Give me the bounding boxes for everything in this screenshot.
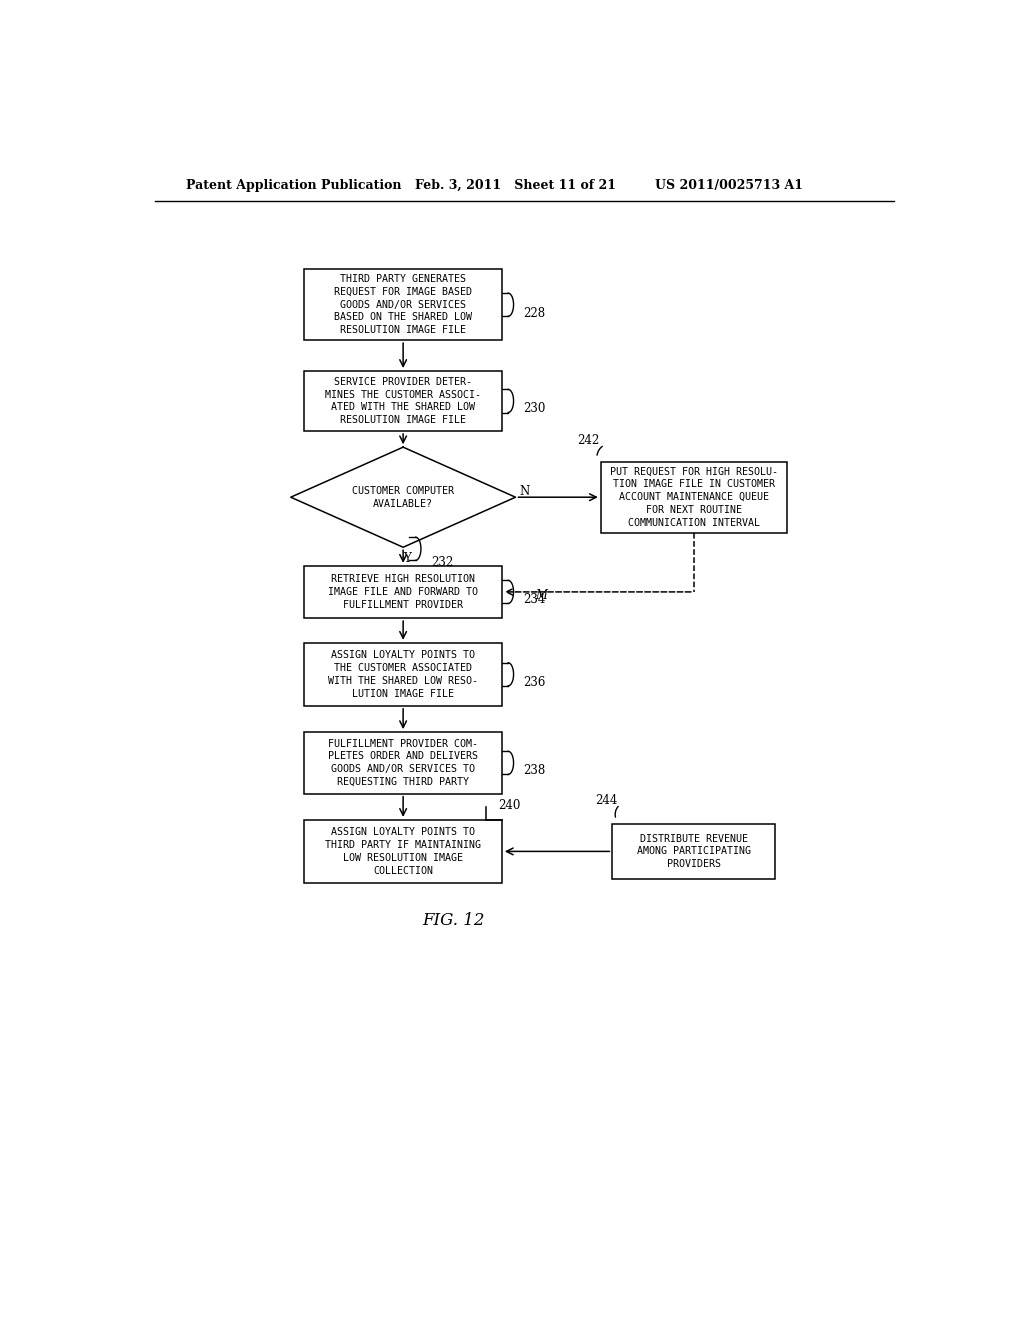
- Text: 228: 228: [523, 308, 546, 321]
- Text: 238: 238: [523, 764, 546, 777]
- Text: PUT REQUEST FOR HIGH RESOLU-
TION IMAGE FILE IN CUSTOMER
ACCOUNT MAINTENANCE QUE: PUT REQUEST FOR HIGH RESOLU- TION IMAGE …: [609, 466, 778, 528]
- Text: N: N: [519, 484, 530, 498]
- Bar: [304, 820, 502, 883]
- Text: Feb. 3, 2011   Sheet 11 of 21: Feb. 3, 2011 Sheet 11 of 21: [415, 178, 615, 191]
- Bar: [304, 733, 502, 793]
- Text: 244: 244: [595, 795, 617, 807]
- Text: 232: 232: [431, 556, 454, 569]
- Text: US 2011/0025713 A1: US 2011/0025713 A1: [655, 178, 803, 191]
- Bar: [304, 643, 502, 706]
- Text: 240: 240: [498, 800, 520, 813]
- Text: CUSTOMER COMPUTER
AVAILABLE?: CUSTOMER COMPUTER AVAILABLE?: [352, 486, 454, 508]
- Text: RETRIEVE HIGH RESOLUTION
IMAGE FILE AND FORWARD TO
FULFILLMENT PROVIDER: RETRIEVE HIGH RESOLUTION IMAGE FILE AND …: [328, 574, 478, 610]
- Text: DISTRIBUTE REVENUE
AMONG PARTICIPATING
PROVIDERS: DISTRIBUTE REVENUE AMONG PARTICIPATING P…: [637, 834, 751, 869]
- Text: ASSIGN LOYALTY POINTS TO
THIRD PARTY IF MAINTAINING
LOW RESOLUTION IMAGE
COLLECT: ASSIGN LOYALTY POINTS TO THIRD PARTY IF …: [326, 828, 481, 875]
- Bar: [304, 371, 502, 432]
- Text: 242: 242: [578, 434, 600, 446]
- Text: M: M: [535, 589, 547, 602]
- Text: FIG. 12: FIG. 12: [422, 912, 484, 929]
- Text: 234: 234: [523, 593, 546, 606]
- Bar: [601, 462, 786, 533]
- Text: SERVICE PROVIDER DETER-
MINES THE CUSTOMER ASSOCI-
ATED WITH THE SHARED LOW
RESO: SERVICE PROVIDER DETER- MINES THE CUSTOM…: [326, 376, 481, 425]
- Bar: [304, 566, 502, 618]
- Text: 230: 230: [523, 403, 546, 416]
- Bar: [612, 824, 775, 879]
- Text: 236: 236: [523, 676, 546, 689]
- Text: FULFILLMENT PROVIDER COM-
PLETES ORDER AND DELIVERS
GOODS AND/OR SERVICES TO
REQ: FULFILLMENT PROVIDER COM- PLETES ORDER A…: [328, 739, 478, 787]
- Text: Patent Application Publication: Patent Application Publication: [186, 178, 401, 191]
- Text: THIRD PARTY GENERATES
REQUEST FOR IMAGE BASED
GOODS AND/OR SERVICES
BASED ON THE: THIRD PARTY GENERATES REQUEST FOR IMAGE …: [334, 275, 472, 335]
- Text: Y: Y: [403, 552, 411, 565]
- Text: ASSIGN LOYALTY POINTS TO
THE CUSTOMER ASSOCIATED
WITH THE SHARED LOW RESO-
LUTIO: ASSIGN LOYALTY POINTS TO THE CUSTOMER AS…: [328, 651, 478, 698]
- Bar: [304, 269, 502, 341]
